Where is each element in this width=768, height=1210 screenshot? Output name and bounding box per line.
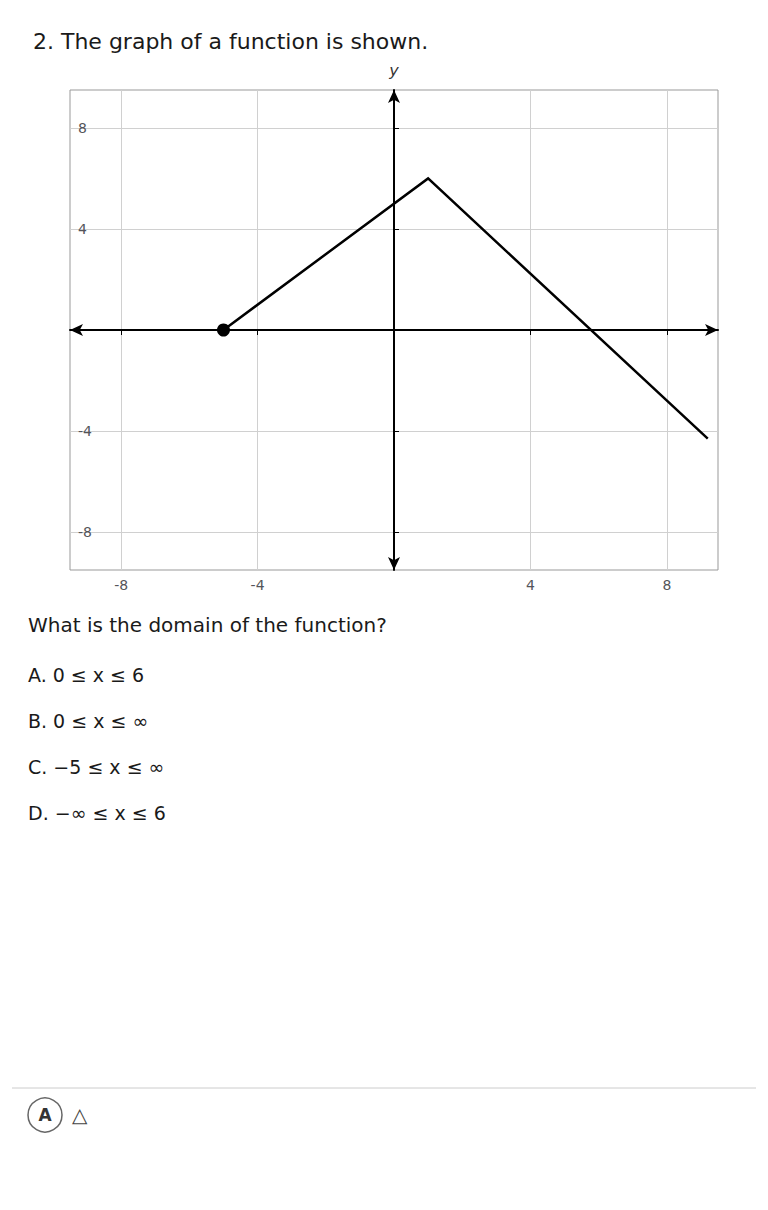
svg-text:C. −5 ≤ x ≤ ∞: C. −5 ≤ x ≤ ∞ [28, 756, 164, 778]
svg-text:-4: -4 [251, 577, 265, 593]
svg-text:4: 4 [78, 221, 87, 237]
svg-text:y: y [388, 61, 399, 80]
svg-text:A. 0 ≤ x ≤ 6: A. 0 ≤ x ≤ 6 [28, 664, 144, 686]
svg-text:2. The graph of a function is: 2. The graph of a function is shown. [33, 29, 428, 54]
svg-text:What is the domain of the func: What is the domain of the function? [28, 613, 387, 637]
svg-text:-8: -8 [78, 524, 92, 540]
svg-text:8: 8 [662, 577, 671, 593]
svg-text:B. 0 ≤ x ≤ ∞: B. 0 ≤ x ≤ ∞ [28, 710, 148, 732]
svg-text:8: 8 [78, 120, 87, 136]
svg-text:-4: -4 [78, 423, 92, 439]
svg-text:-8: -8 [114, 577, 128, 593]
svg-text:4: 4 [526, 577, 535, 593]
svg-text:D. −∞ ≤ x ≤ 6: D. −∞ ≤ x ≤ 6 [28, 802, 166, 824]
svg-text:A: A [38, 1105, 52, 1125]
svg-text:△: △ [72, 1103, 88, 1127]
